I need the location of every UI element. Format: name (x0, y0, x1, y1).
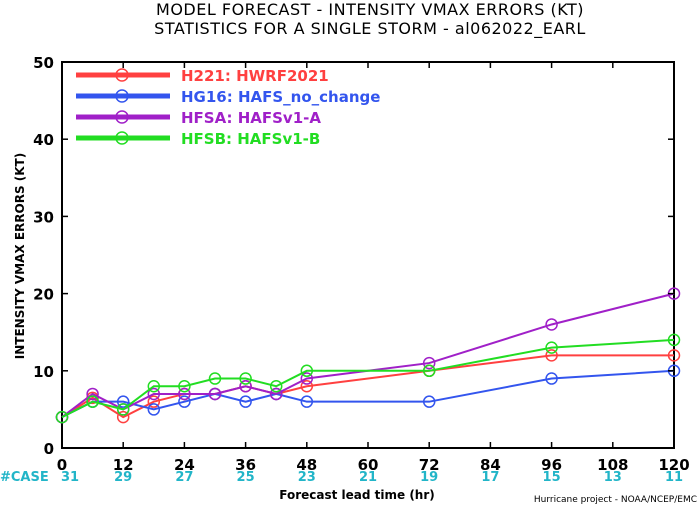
case-count: 25 (237, 470, 255, 485)
x-tick-label: 108 (597, 456, 628, 474)
data-point (545, 372, 558, 385)
data-point (300, 379, 314, 393)
data-point (116, 403, 130, 416)
x-axis-label: Forecast lead time (hr) (279, 488, 435, 502)
y-tick-label: 0 (44, 440, 54, 458)
case-label: #CASE (0, 470, 49, 485)
legend-item: HFSA: HAFSv1-A (76, 109, 321, 127)
case-count: 17 (481, 470, 499, 485)
case-count: 29 (114, 470, 132, 485)
data-point (178, 395, 191, 408)
x-tick-label: 72 (419, 456, 440, 474)
y-tick-label: 50 (33, 54, 54, 72)
x-tick-label: 36 (235, 456, 256, 474)
legend-label: HFSB: HAFSv1-B (181, 130, 320, 148)
data-point (239, 395, 252, 408)
data-point (300, 395, 314, 408)
y-tick-label: 30 (33, 208, 54, 226)
x-tick-label: 48 (296, 456, 317, 474)
case-count: 13 (604, 470, 622, 485)
data-point (300, 364, 314, 378)
x-tick-label: 84 (480, 456, 501, 474)
credit-text: Hurricane project - NOAA/NCEP/EMC (534, 495, 697, 505)
legend: H221: HWRF2021 HG16: HAFS_no_change HFSA: … (76, 67, 380, 148)
data-point (239, 379, 252, 393)
x-tick-label: 12 (113, 456, 134, 474)
data-point (269, 379, 283, 393)
series-0 (55, 349, 681, 424)
case-count: 27 (175, 470, 193, 485)
x-tick-label: 96 (541, 456, 562, 474)
data-point (545, 349, 558, 362)
case-count: 31 (61, 470, 79, 485)
data-point (545, 318, 558, 331)
data-point (55, 410, 69, 424)
legend-swatch-marker (115, 110, 129, 124)
data-point (239, 372, 252, 385)
case-count: 23 (298, 470, 316, 485)
data-point (667, 333, 681, 347)
legend-swatch-marker (115, 89, 129, 103)
data-point (178, 387, 191, 401)
data-point (422, 364, 436, 378)
case-count: 11 (665, 470, 683, 485)
plot-frame (61, 61, 675, 449)
case-count: 21 (359, 470, 377, 485)
data-point (422, 356, 436, 370)
x-tick-label: 60 (358, 456, 379, 474)
x-tick-label: 24 (174, 456, 195, 474)
legend-label: HFSA: HAFSv1-A (181, 109, 321, 127)
data-point (116, 395, 130, 408)
data-point (300, 372, 314, 385)
y-tick-label: 20 (33, 286, 54, 304)
data-point (667, 349, 681, 362)
legend-swatch-marker (115, 131, 129, 145)
x-tick-label: 0 (57, 456, 67, 474)
legend-swatch-marker (115, 68, 129, 82)
legend-item: HFSB: HAFSv1-B (76, 130, 320, 148)
legend-item: H221: HWRF2021 (76, 67, 329, 85)
data-point (116, 410, 130, 424)
legend-label: H221: HWRF2021 (181, 67, 329, 85)
data-point (545, 341, 558, 354)
plot-area (61, 61, 675, 449)
series-3 (55, 333, 681, 424)
data-point (147, 395, 161, 408)
data-point (86, 395, 99, 408)
x-axis-ticks: 0 12 24 36 48 60 72 84 96 108 120 (57, 62, 690, 474)
chart-subtitle: STATISTICS FOR A SINGLE STORM - al062022… (154, 19, 586, 39)
data-point (178, 379, 191, 393)
data-point (422, 395, 436, 408)
y-axis-ticks: 0 10 20 30 40 50 (33, 54, 674, 458)
case-counts-row: #CASE 31 29 27 25 23 21 19 17 15 13 11 (0, 470, 683, 485)
legend-label: HG16: HAFS_no_change (181, 88, 380, 106)
series-1 (55, 364, 681, 424)
legend-item: HG16: HAFS_no_change (76, 88, 380, 106)
data-point (147, 379, 161, 393)
y-axis-label: INTENSITY VMAX ERRORS (KT) (13, 153, 27, 359)
x-tick-label: 120 (658, 456, 689, 474)
y-tick-label: 40 (33, 131, 54, 149)
data-point (86, 387, 99, 401)
data-point (208, 372, 222, 385)
chart-title: MODEL FORECAST - INTENSITY VMAX ERRORS (… (156, 0, 584, 19)
data-point (269, 387, 283, 401)
y-tick-label: 10 (33, 363, 54, 381)
case-count: 15 (543, 470, 561, 485)
data-point (208, 387, 222, 401)
data-point (147, 387, 161, 401)
series-layer (55, 287, 681, 424)
case-count: 19 (420, 470, 438, 485)
data-point (147, 403, 161, 416)
